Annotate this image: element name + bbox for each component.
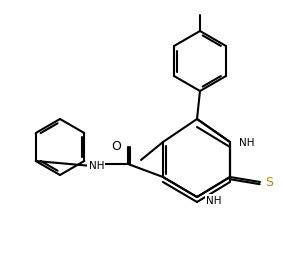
Text: NH: NH (239, 137, 254, 147)
Text: S: S (265, 176, 273, 189)
Text: NH: NH (206, 195, 222, 205)
Text: O: O (111, 140, 121, 153)
Text: NH: NH (89, 160, 104, 170)
